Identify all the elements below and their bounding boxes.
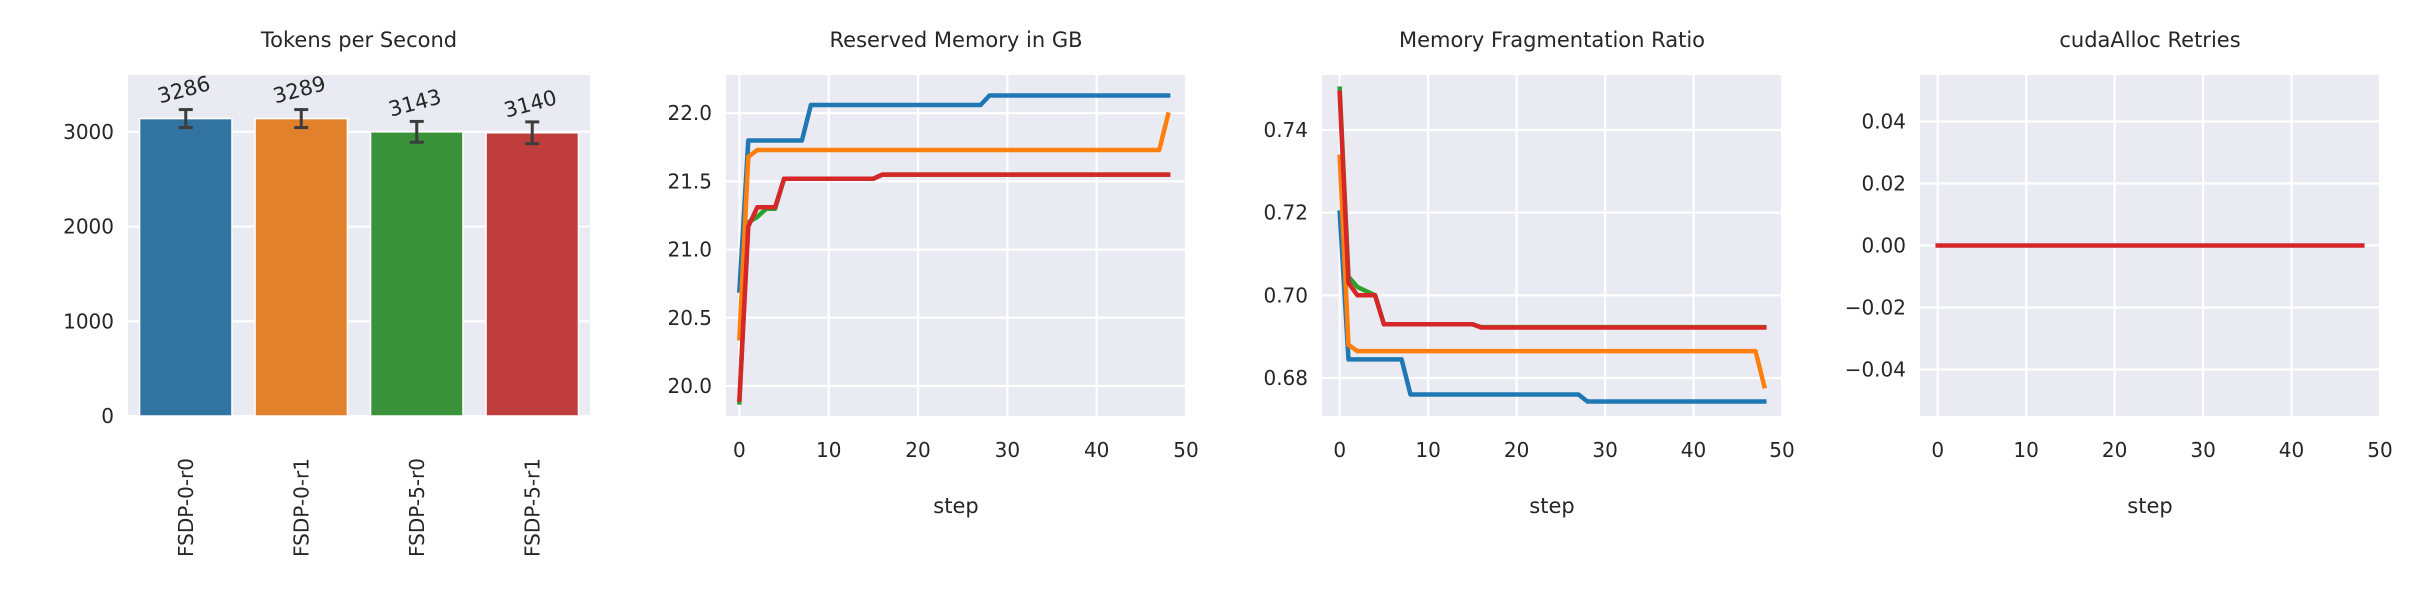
bar [369,131,464,417]
y-tick-label: −0.04 [1845,358,1906,382]
y-tick-label: 20.5 [667,306,712,330]
chart-title: Reserved Memory in GB [830,28,1083,52]
y-tick-label: −0.02 [1845,296,1906,320]
series-line [737,93,1171,293]
x-tick-label: 0 [733,438,746,462]
x-tick-label: 0 [1333,438,1346,462]
y-tick-label: 1000 [63,309,114,333]
series-line [737,172,1171,402]
x-tick-label: FSDP-5-r1 [520,458,544,557]
y-tick-label: 0.00 [1861,234,1906,258]
x-tick-label: 50 [1173,438,1198,462]
x-tick-label: FSDP-5-r0 [405,458,429,557]
chart-cudaalloc-retries: cudaAlloc Retries −0.04 −0.02 0.00 0.02 0.04 0… [1845,28,2393,518]
x-axis-label: step [1529,494,1574,518]
x-tick-label: 40 [1084,438,1109,462]
series-line [1337,154,1768,389]
x-tick-label: 30 [995,438,1020,462]
chart-title: Tokens per Second [260,28,457,52]
y-tick-label: 0.02 [1861,172,1906,196]
y-tick-label: 22.0 [667,101,712,125]
x-tick-label: 0 [1931,438,1944,462]
chart-tokens-per-second: Tokens per Second01000200030003286FSDP-0… [63,28,590,557]
y-tick-label: 0.68 [1263,366,1308,390]
x-tick-label: 30 [2190,438,2215,462]
x-tick-label: 40 [2279,438,2304,462]
y-tick-label: 0.70 [1263,283,1308,307]
series-line [1337,90,1767,330]
chart-title: Memory Fragmentation Ratio [1399,28,1705,52]
chart-title: cudaAlloc Retries [2059,28,2240,52]
x-tick-label: FSDP-0-r1 [289,458,313,557]
y-tick-label: 0.74 [1263,118,1308,142]
x-tick-label: 10 [816,438,841,462]
bar [254,117,349,417]
x-tick-label: 30 [1592,438,1617,462]
x-axis-label: step [2127,494,2172,518]
x-tick-label: 20 [1504,438,1529,462]
y-tick-label: 21.0 [667,238,712,262]
x-tick-label: 10 [2013,438,2038,462]
y-tick-label: 0.72 [1263,201,1308,225]
x-tick-label: 50 [2367,438,2392,462]
y-tick-label: 21.5 [667,169,712,193]
y-tick-label: 0 [101,404,114,428]
chart-reserved-memory: Reserved Memory in GB 20.0 20.5 21.0 21.5 22.… [667,28,1198,518]
x-tick-label: FSDP-0-r0 [174,458,198,557]
x-tick-label: 50 [1769,438,1794,462]
plot-area [726,75,1186,416]
y-tick-label: 2000 [63,215,114,239]
bar [138,117,233,417]
plot-area [1322,75,1782,416]
chart-memory-fragmentation: Memory Fragmentation Ratio 0.68 0.70 0.72 0.… [1263,28,1794,518]
x-tick-label: 20 [2102,438,2127,462]
y-tick-label: 0.04 [1861,110,1906,134]
series-line [737,111,1171,341]
x-tick-label: 20 [905,438,930,462]
bar [485,132,580,417]
y-tick-label: 20.0 [667,374,712,398]
series-line [1337,210,1767,404]
x-axis-label: step [933,494,978,518]
y-tick-label: 3000 [63,120,114,144]
x-tick-label: 40 [1681,438,1706,462]
x-tick-label: 10 [1415,438,1440,462]
